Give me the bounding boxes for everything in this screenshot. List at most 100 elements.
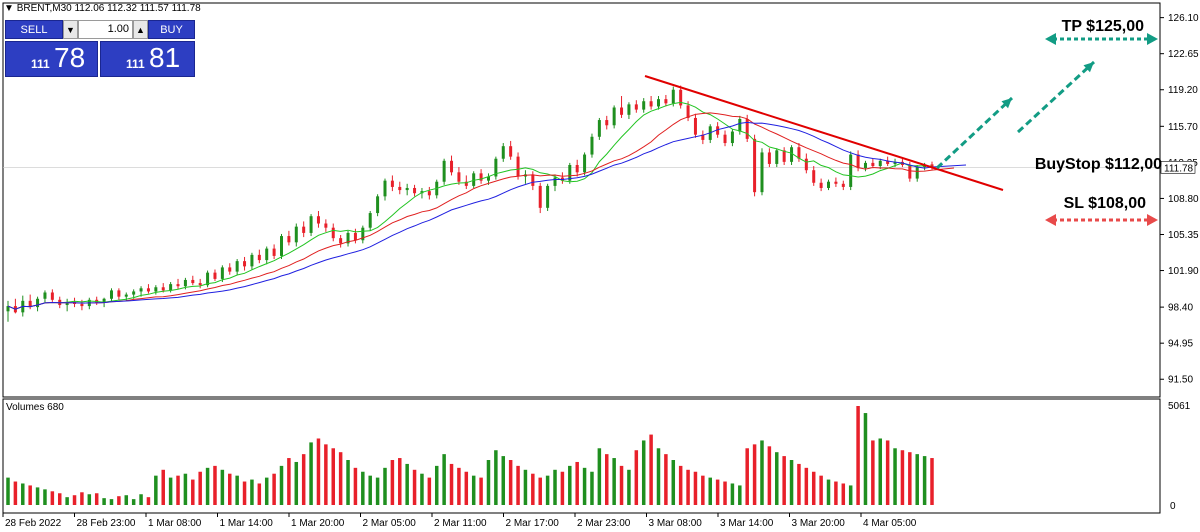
volume-bar: [545, 475, 550, 505]
price-axis-label: 126.10: [1168, 13, 1199, 24]
candle-body: [671, 89, 675, 104]
candle-body: [878, 160, 882, 167]
candle-body: [206, 272, 210, 286]
candle-body: [908, 164, 912, 179]
volume-bar: [701, 475, 705, 505]
volume-bar: [21, 483, 25, 505]
candle: [257, 249, 261, 264]
volume-bar: [597, 448, 602, 505]
volume-bar: [553, 469, 557, 505]
candle-body: [191, 279, 195, 284]
candle: [50, 289, 54, 302]
candle-body: [228, 267, 232, 272]
sl-label: SL $108,00: [1064, 195, 1147, 212]
candle: [553, 174, 557, 192]
candle-body: [80, 303, 84, 307]
candle-body: [146, 288, 150, 292]
quantity-input[interactable]: 1.00: [78, 20, 133, 39]
volume-bar: [35, 487, 40, 505]
candle-body: [804, 158, 808, 171]
volume-bar: [161, 469, 165, 505]
candle-body: [294, 226, 298, 243]
volume-bar: [353, 467, 358, 505]
candle: [368, 210, 372, 231]
tp-range-arrow-right-head: [1147, 33, 1158, 45]
candle-body: [324, 223, 328, 228]
volume-bar: [664, 454, 668, 505]
price-axis-label: 94.95: [1168, 339, 1193, 350]
candle-body: [398, 186, 402, 191]
volume-bar: [508, 460, 513, 505]
buy-price-box[interactable]: 111 81: [100, 41, 195, 77]
volume-bar: [6, 477, 10, 505]
candle-body: [457, 172, 461, 182]
one-click-trading-panel: SELL ▼ 1.00 ▲ BUY 111 78 111 81: [5, 20, 195, 77]
candle-body: [464, 181, 468, 186]
time-axis-label: 2 Mar 17:00: [506, 518, 560, 529]
volume-bar: [708, 477, 712, 505]
time-axis-label: 1 Mar 14:00: [220, 518, 274, 529]
price-axis-label: 108.80: [1168, 194, 1199, 205]
candle-body: [132, 291, 136, 295]
price-axis-label: 119.20: [1168, 85, 1198, 96]
candle-body: [50, 292, 54, 300]
volume-bar: [605, 454, 609, 505]
candle-body: [109, 290, 113, 299]
candle-body: [716, 126, 720, 135]
quantity-down-button[interactable]: ▼: [63, 20, 78, 39]
time-axis-label: 28 Feb 23:00: [77, 518, 136, 529]
quantity-up-button[interactable]: ▲: [133, 20, 148, 39]
sell-price-box[interactable]: 111 78: [5, 41, 98, 77]
candle: [753, 134, 757, 197]
candle-body: [627, 104, 631, 115]
candle: [36, 296, 40, 312]
sell-price-small: 111: [31, 57, 50, 71]
volume-bar: [390, 460, 395, 505]
candle: [693, 113, 697, 138]
volume-bar: [538, 477, 542, 505]
candle-body: [6, 306, 10, 312]
projection-arrow-1: [935, 96, 1014, 170]
candle-body: [376, 196, 380, 214]
volume-bar: [730, 483, 735, 505]
candle: [849, 151, 853, 191]
candle: [656, 96, 660, 110]
candle-body: [472, 173, 476, 186]
candle-body: [161, 287, 165, 291]
volume-bar: [264, 477, 269, 505]
volume-bar: [767, 446, 772, 505]
price-axis-label: 115.70: [1168, 122, 1198, 133]
candle-body: [693, 117, 697, 135]
volume-bar: [922, 456, 927, 505]
candle: [642, 98, 646, 113]
candle: [383, 178, 387, 201]
candle-body: [265, 248, 269, 261]
candle-body: [486, 176, 490, 181]
volume-bar: [279, 465, 284, 505]
candle: [634, 100, 638, 113]
candle: [538, 182, 542, 214]
volume-bar: [420, 473, 424, 505]
current-price-label: 111.78: [1164, 163, 1194, 174]
volume-bar: [331, 448, 335, 505]
sell-button[interactable]: SELL: [5, 20, 63, 39]
volume-bar: [826, 479, 831, 505]
candle-body: [590, 136, 594, 155]
candle-body: [257, 254, 261, 261]
buy-button[interactable]: BUY: [148, 20, 195, 39]
volume-bar: [235, 475, 239, 505]
candle-body: [272, 248, 276, 256]
candle-body: [738, 119, 742, 132]
candle-body: [28, 300, 32, 308]
candle-body: [36, 298, 40, 308]
candle: [612, 105, 616, 129]
candle: [509, 140, 513, 160]
candle-body: [701, 134, 705, 140]
candle: [597, 117, 601, 140]
volume-bar: [272, 473, 276, 505]
time-axis-label: 3 Mar 08:00: [649, 518, 703, 529]
candle-body: [361, 227, 365, 241]
candle-body: [538, 185, 542, 208]
candle-body: [856, 154, 860, 169]
